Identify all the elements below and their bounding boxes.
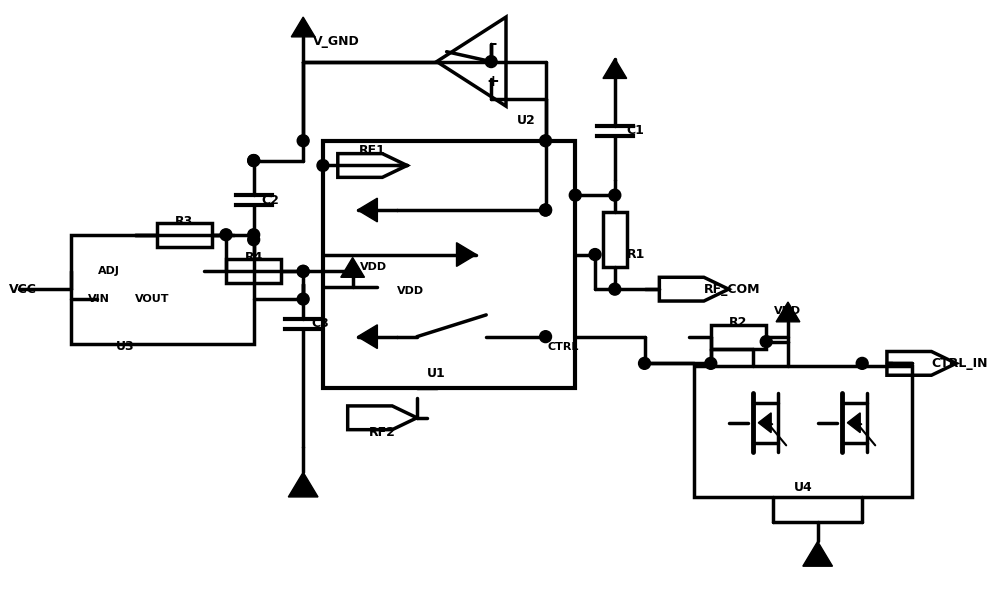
Polygon shape <box>758 413 771 432</box>
Text: VDD: VDD <box>360 262 387 272</box>
Circle shape <box>248 155 260 166</box>
Text: R4: R4 <box>245 251 263 264</box>
Circle shape <box>248 234 260 245</box>
Text: -: - <box>490 37 496 51</box>
Bar <box>157 223 212 247</box>
Bar <box>71 234 254 343</box>
Circle shape <box>540 135 552 147</box>
Circle shape <box>540 204 552 216</box>
Text: VIN: VIN <box>87 294 109 304</box>
Text: VDD: VDD <box>397 286 424 296</box>
Text: VDD: VDD <box>774 306 802 316</box>
Text: +: + <box>487 74 500 89</box>
Text: R3: R3 <box>175 216 194 228</box>
Text: U4: U4 <box>793 481 812 493</box>
Text: ADJ: ADJ <box>98 266 120 276</box>
Text: U2: U2 <box>516 114 535 127</box>
Circle shape <box>589 248 601 261</box>
Circle shape <box>248 229 260 241</box>
Text: RF_COM: RF_COM <box>704 283 760 295</box>
Polygon shape <box>847 413 860 432</box>
Circle shape <box>297 266 309 277</box>
Circle shape <box>856 357 868 369</box>
Polygon shape <box>288 472 318 497</box>
Polygon shape <box>803 541 833 566</box>
Circle shape <box>760 336 772 348</box>
Text: VCC: VCC <box>9 283 37 295</box>
Polygon shape <box>358 325 377 348</box>
Text: R2: R2 <box>729 316 748 329</box>
Polygon shape <box>457 242 476 266</box>
Circle shape <box>297 293 309 305</box>
Text: RF2: RF2 <box>369 426 396 439</box>
Circle shape <box>639 357 650 369</box>
Polygon shape <box>341 258 365 277</box>
Text: R1: R1 <box>627 248 645 261</box>
Circle shape <box>540 331 552 343</box>
Polygon shape <box>603 58 627 79</box>
Bar <box>694 367 912 497</box>
Text: U1: U1 <box>427 367 446 380</box>
Circle shape <box>248 155 260 166</box>
Circle shape <box>569 189 581 201</box>
Text: C1: C1 <box>627 124 645 138</box>
Polygon shape <box>358 198 377 222</box>
Text: VOUT: VOUT <box>135 294 170 304</box>
Bar <box>603 212 627 267</box>
Text: RF1: RF1 <box>359 144 386 157</box>
Circle shape <box>297 266 309 277</box>
Text: V_GND: V_GND <box>313 35 360 48</box>
Bar <box>323 141 575 388</box>
Bar <box>226 259 281 283</box>
Circle shape <box>609 283 621 295</box>
Polygon shape <box>291 17 315 37</box>
Polygon shape <box>776 302 800 322</box>
Text: U3: U3 <box>116 340 134 353</box>
Text: C3: C3 <box>311 317 329 330</box>
Circle shape <box>485 55 497 68</box>
Circle shape <box>297 135 309 147</box>
Circle shape <box>705 357 717 369</box>
Circle shape <box>540 204 552 216</box>
Circle shape <box>220 229 232 241</box>
Text: C2: C2 <box>262 194 279 206</box>
Circle shape <box>317 160 329 171</box>
Text: CTRL_IN: CTRL_IN <box>931 357 988 370</box>
Bar <box>711 325 766 348</box>
Circle shape <box>609 189 621 201</box>
Text: CTRL: CTRL <box>548 342 579 351</box>
